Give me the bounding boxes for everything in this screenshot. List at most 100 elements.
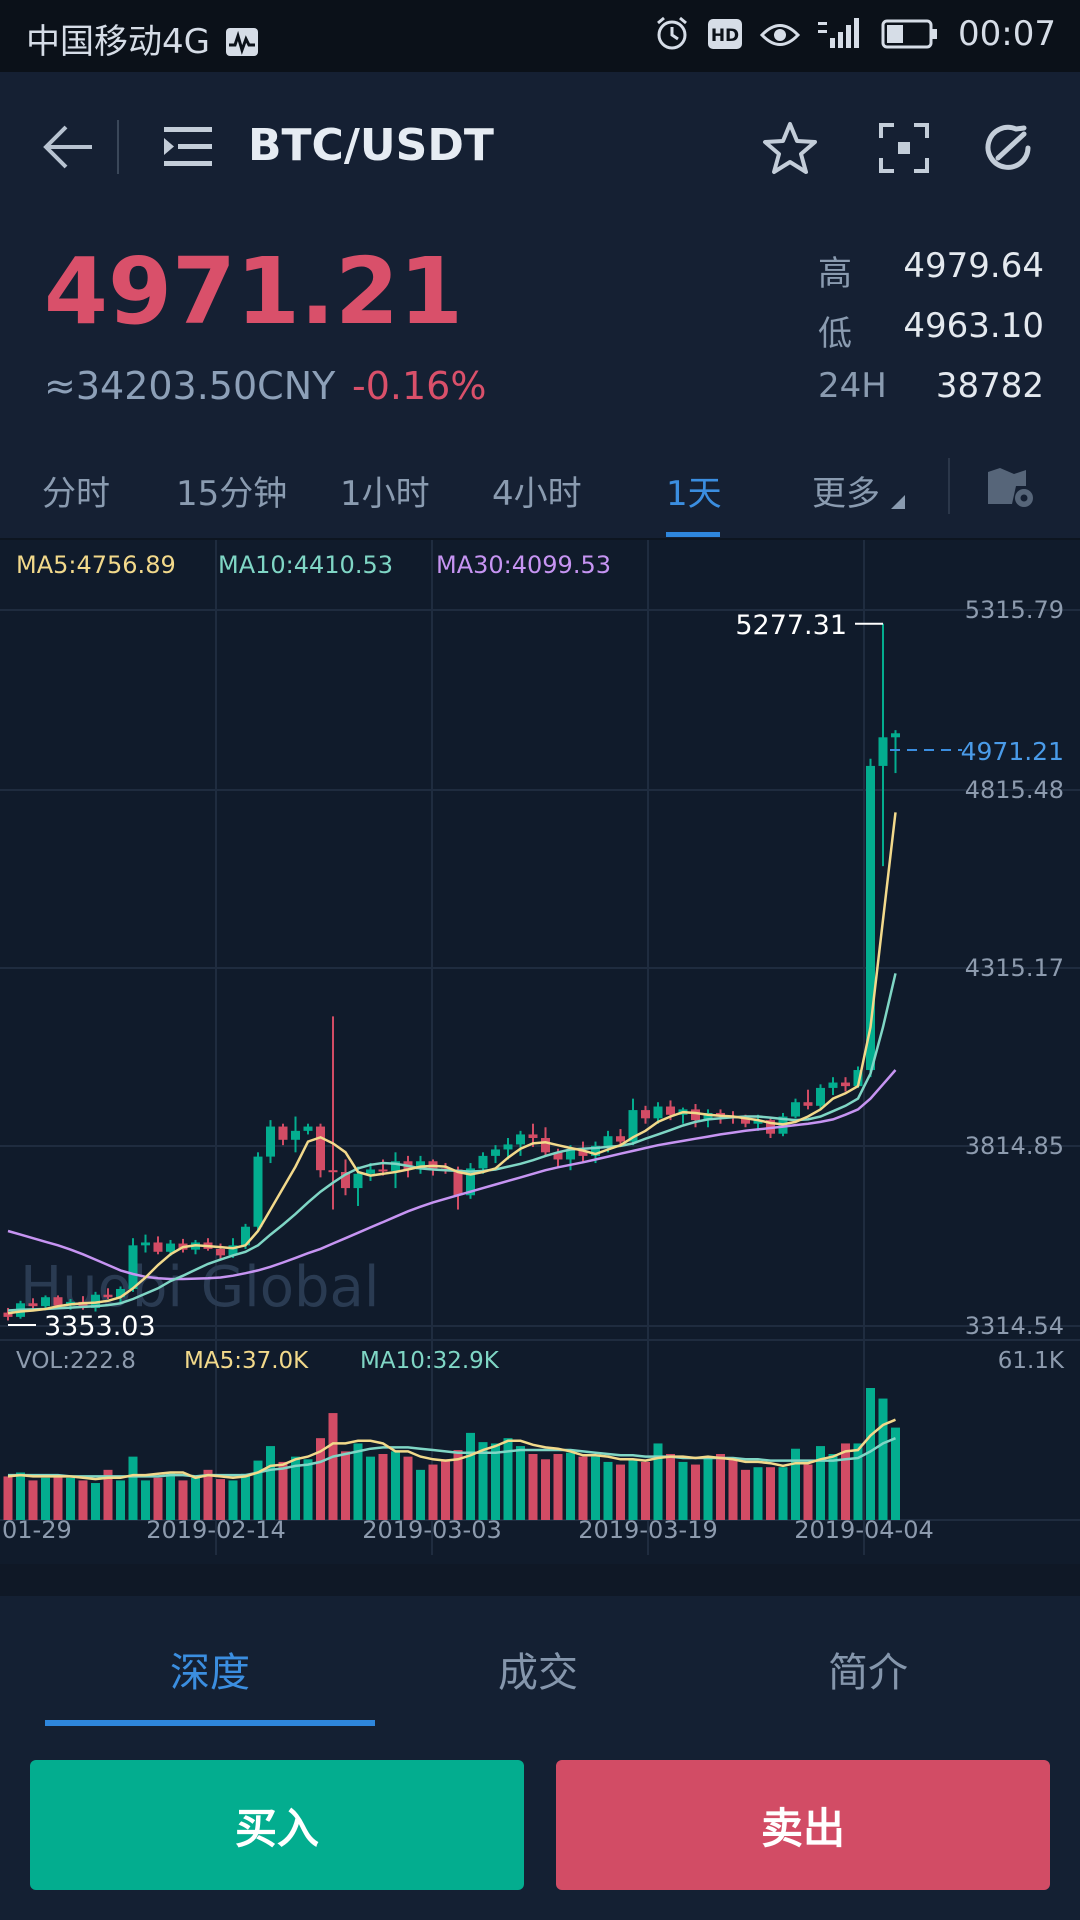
volume-bar [466,1432,475,1520]
price-tick: 5315.79 [965,596,1064,624]
max-price-marker: 5277.31 [735,610,847,641]
volume-bar [41,1477,50,1520]
timeframe-bar [0,432,1080,540]
buy-button[interactable]: 买入 [30,1760,524,1890]
candle-body [53,1297,63,1306]
volume-bar [128,1456,138,1520]
tab-depth[interactable]: 深度 [170,1650,250,1696]
refresh-icon[interactable] [980,120,1036,176]
volume-bar [691,1464,700,1520]
candle-body [216,1248,225,1256]
back-arrow-icon[interactable] [40,122,96,172]
battery-icon [881,19,938,49]
tab-1hour[interactable]: 1小时 [340,474,430,514]
volume-bar [228,1480,238,1520]
low-value: 4963.10 [903,306,1044,346]
volume-legend: VOL:222.8 [16,1348,136,1374]
volume-bar [241,1473,250,1520]
candle-body [578,1150,588,1156]
candle-body [603,1136,613,1146]
change-percent: -0.16% [352,364,487,408]
candle-body [591,1145,600,1156]
volume-bar [841,1443,850,1520]
tab-4hour[interactable]: 4小时 [492,474,582,514]
volume-bar [391,1451,400,1520]
volume-ma5-line [7,1418,896,1481]
candle-body [166,1243,175,1252]
candle-body [703,1112,713,1121]
favorite-star-icon[interactable] [760,120,820,176]
candle-body [753,1120,763,1124]
candle-body [241,1226,250,1246]
volume-bar [578,1456,588,1520]
tab-1day[interactable]: 1天 [666,474,722,514]
price-tick: 3314.54 [965,1312,1064,1340]
tab-intro[interactable]: 简介 [828,1650,908,1696]
candle-body [266,1126,275,1157]
candle-body [628,1110,638,1142]
volume-bar [253,1460,263,1520]
candle-body [541,1138,550,1153]
volume-ma10-legend: MA10:32.9K [360,1348,500,1374]
candlesticks [3,623,900,1321]
price-tick: 4815.48 [965,776,1064,804]
volume-bar [866,1388,875,1520]
volume-bar [153,1477,163,1520]
candle-body [853,1070,863,1087]
volume-bar [678,1461,688,1520]
volume-bar [316,1438,325,1520]
tab-more[interactable]: 更多 [812,466,905,515]
volume-bar [766,1467,775,1520]
volume-bar [278,1461,288,1520]
candle-body [653,1106,663,1119]
volume-bar [803,1464,813,1520]
volume-bar [491,1443,500,1520]
date-tick: 2019-03-03 [362,1516,501,1544]
ma30-line [7,1069,897,1281]
candle-body [103,1294,113,1298]
volume-bar [166,1472,175,1520]
volume-ma10-line [8,1437,896,1478]
candle-body [616,1136,625,1142]
last-price: 4971.21 [44,238,464,345]
date-tick: 2019-03-19 [578,1516,717,1544]
tab-trades[interactable]: 成交 [498,1650,578,1696]
candle-body [691,1109,700,1121]
volume-bar [541,1459,550,1520]
volume-bar [816,1446,825,1520]
pair-menu-icon[interactable] [162,124,214,170]
candle-body [891,733,900,738]
volume-bar [103,1469,113,1520]
volume-bar [266,1446,275,1520]
sell-button[interactable]: 卖出 [556,1760,1050,1890]
volume-bar [616,1464,625,1520]
chart-settings-icon[interactable] [986,466,1036,510]
volume-bar [478,1442,488,1520]
candle-body [341,1171,350,1189]
fullscreen-icon[interactable] [878,122,930,174]
pair-title[interactable]: BTC/USDT [248,120,494,171]
volume-bar [3,1476,13,1520]
candle-body [828,1082,838,1088]
candle-body [453,1169,463,1196]
volume-bar [366,1456,375,1520]
volume-bar [91,1483,100,1520]
tab-timeshare[interactable]: 分时 [42,474,110,514]
kline-chart[interactable]: Huobi Global MA5:4756.89 MA10:4410.53 MA… [0,540,1080,1564]
candle-body [253,1156,263,1227]
candle-body [491,1149,500,1156]
volume-bar [303,1459,313,1520]
huobi-watermark: Huobi Global [20,1255,379,1320]
volume-bar [603,1461,613,1520]
svg-text:HD: HD [711,26,739,46]
volume-bar [516,1446,525,1520]
volume-bar [216,1479,225,1520]
candle-body [516,1134,525,1145]
volume-bar [178,1480,188,1520]
ma5-line [7,812,897,1315]
volume-bar [353,1443,363,1520]
volume-bar [703,1456,713,1520]
tab-15min[interactable]: 15分钟 [176,474,288,514]
eye-icon [759,24,800,46]
volume-bars [3,1388,900,1520]
